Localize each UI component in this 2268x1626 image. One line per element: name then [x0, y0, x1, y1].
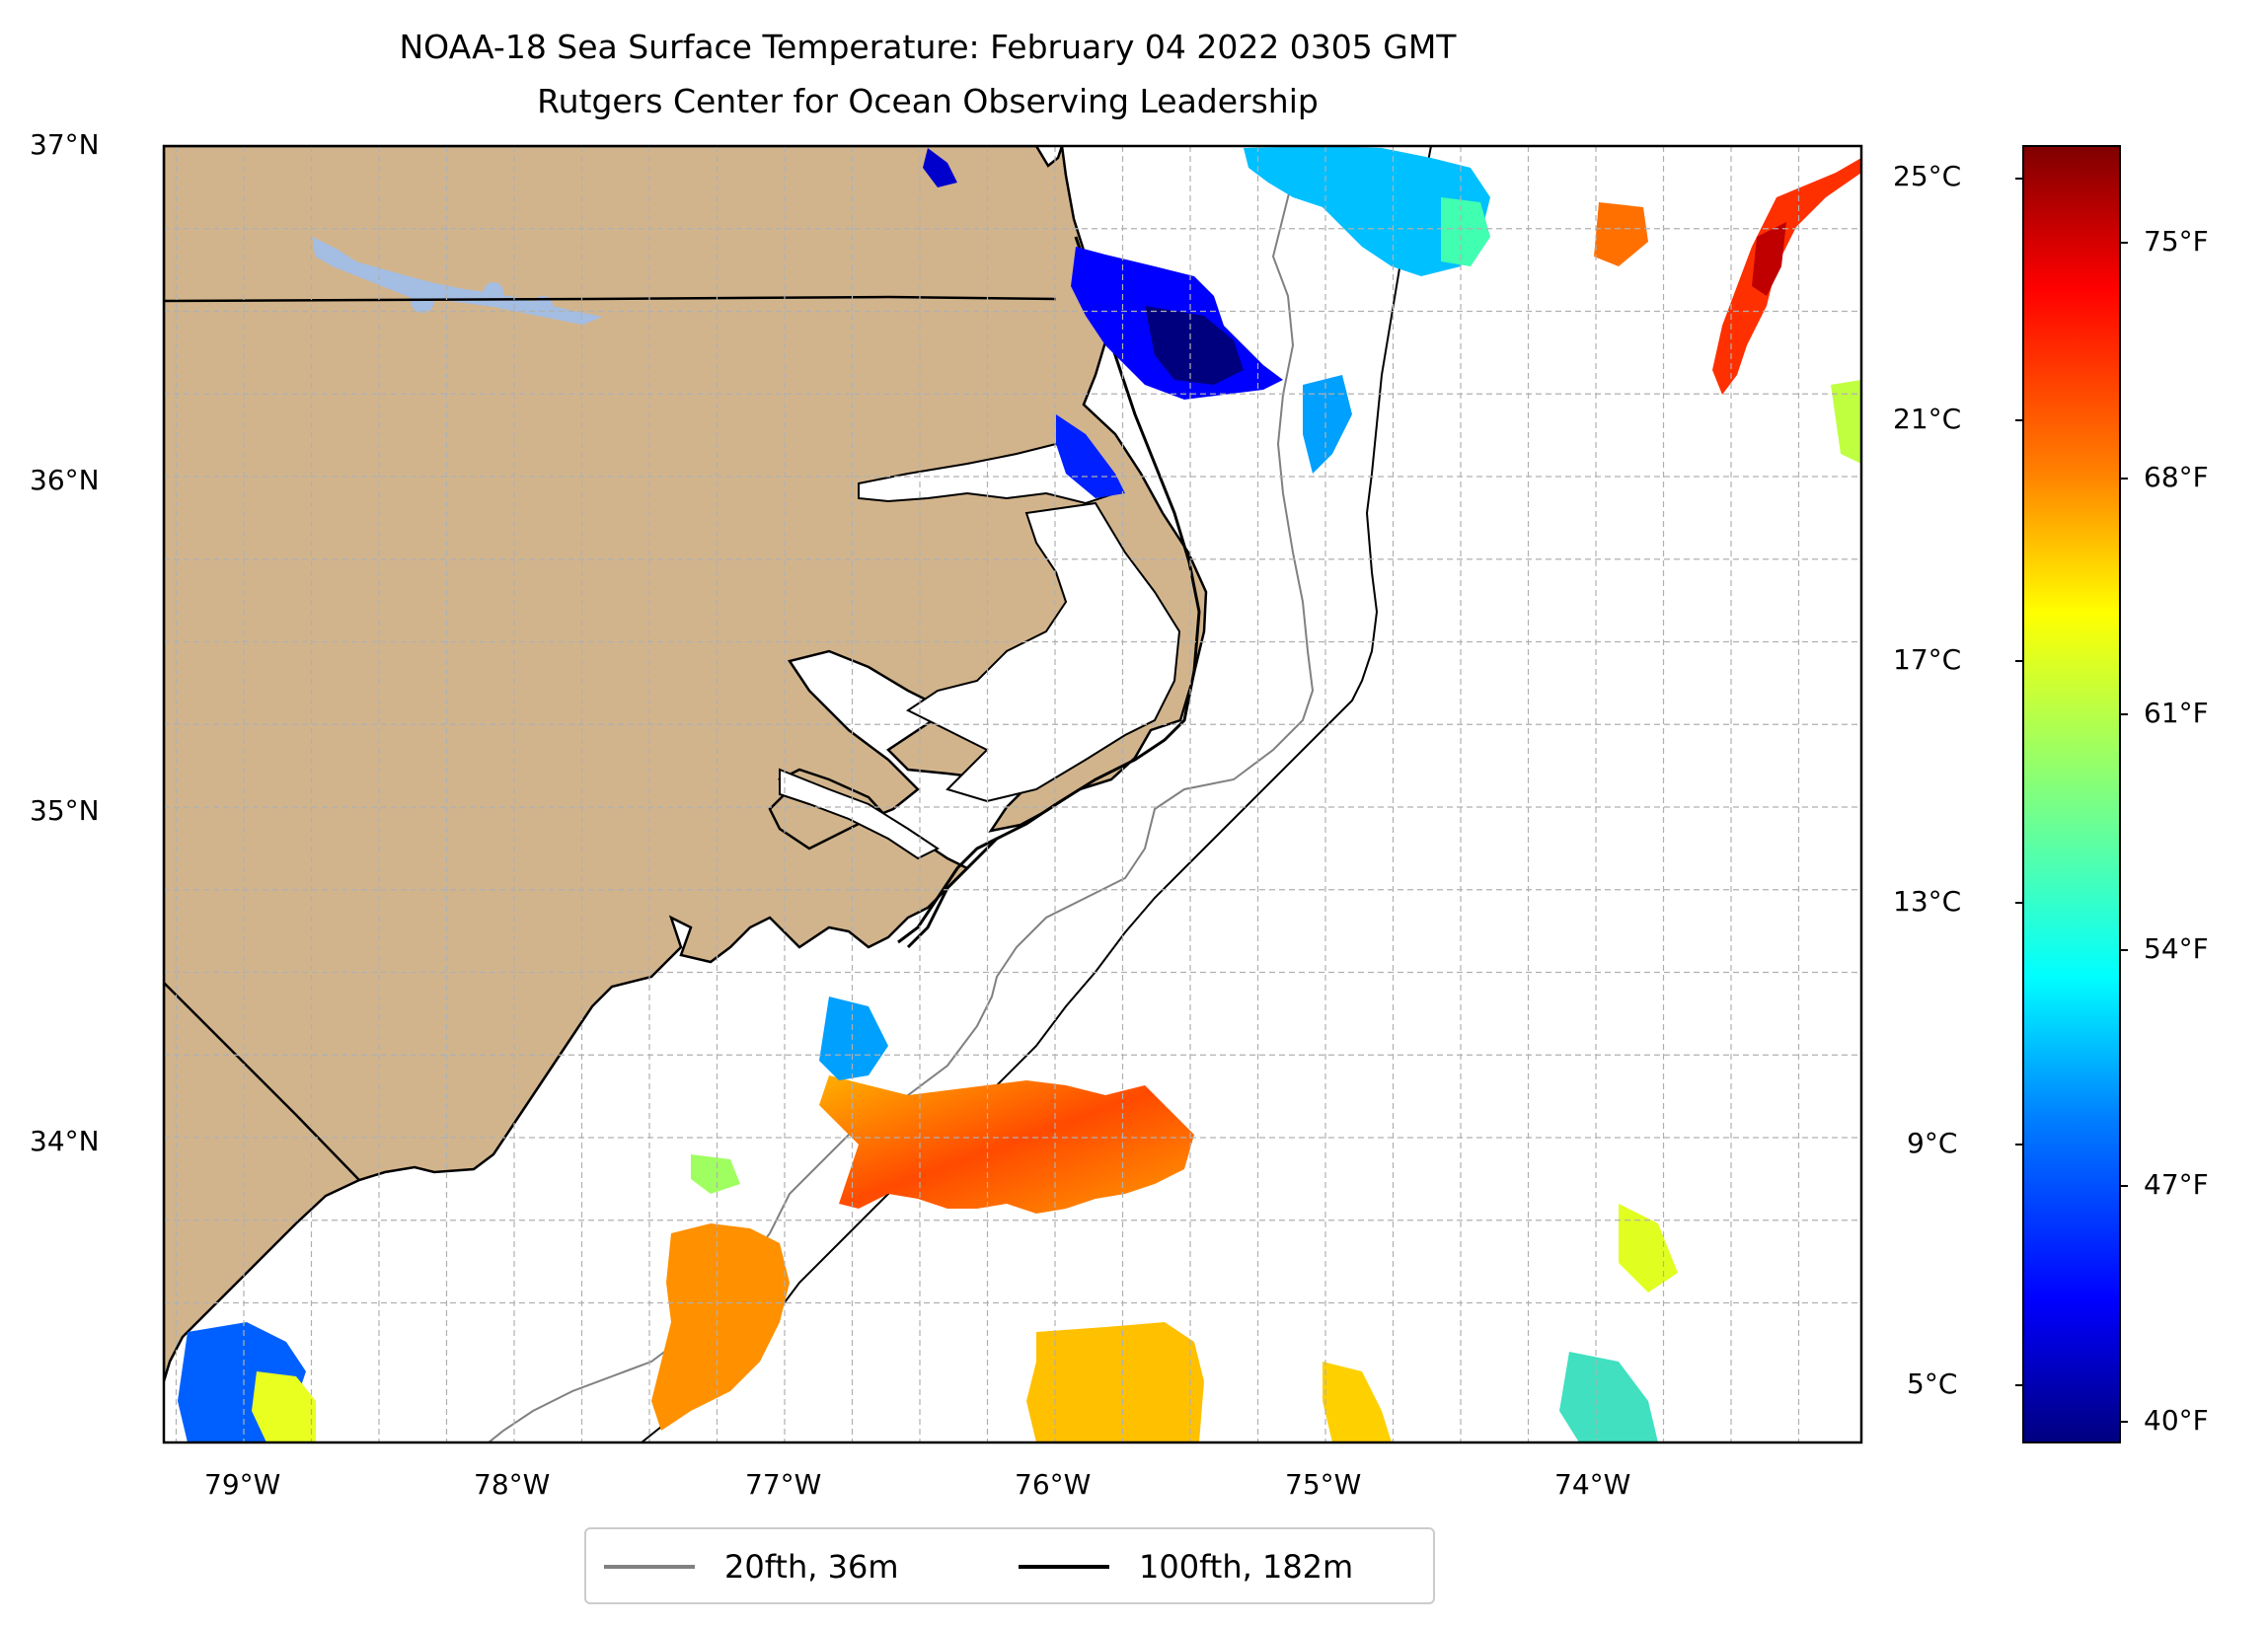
colorbar-fahrenheit-label: 40°F: [2144, 1404, 2209, 1437]
legend-swatch-gray: [604, 1565, 695, 1569]
lon-label: 74°W: [1554, 1468, 1631, 1501]
sst-cyan-patch-north: [1244, 146, 1490, 474]
colorbar-celsius-label: 25°C: [1893, 160, 1962, 192]
cape-lookout-coast: [897, 837, 998, 944]
outer-banks: [906, 236, 1201, 949]
map-subtitle: Rutgers Center for Ocean Observing Leade…: [537, 82, 1319, 120]
legend: 20fth, 36m 100fth, 182m: [584, 1527, 1435, 1604]
colorbar-celsius-label: 21°C: [1893, 403, 1962, 435]
lake: [312, 236, 603, 326]
legend-swatch-black: [1019, 1565, 1109, 1569]
lat-label: 34°N: [30, 1125, 100, 1157]
sst-cold-patch-southwest: [178, 1322, 316, 1442]
legend-item-20fth: 20fth, 36m: [604, 1545, 898, 1589]
neuse-river: [779, 768, 940, 860]
lat-label: 35°N: [30, 794, 100, 827]
colorbar-ticks: [2015, 178, 2128, 1423]
lat-label: 37°N: [30, 128, 100, 161]
map-title: NOAA-18 Sea Surface Temperature: Februar…: [399, 28, 1457, 66]
lon-label: 76°W: [1015, 1468, 1092, 1501]
colorbar-fahrenheit-label: 54°F: [2144, 932, 2209, 965]
colorbar-fahrenheit-label: 68°F: [2144, 461, 2209, 493]
colorbar: [2022, 145, 2121, 1443]
legend-label: 100fth, 182m: [1139, 1548, 1354, 1586]
legend-label: 20fth, 36m: [724, 1548, 899, 1586]
lon-label: 75°W: [1285, 1468, 1362, 1501]
lon-label: 77°W: [745, 1468, 822, 1501]
land-mass: [164, 146, 1208, 1382]
legend-item-100fth: 100fth, 182m: [1019, 1545, 1353, 1589]
sst-warm-patch-south: [651, 997, 1678, 1442]
lon-label: 78°W: [474, 1468, 551, 1501]
colorbar-fahrenheit-label: 47°F: [2144, 1168, 2209, 1201]
lon-label: 79°W: [204, 1468, 281, 1501]
colorbar-celsius-label: 13°C: [1893, 885, 1962, 918]
colorbar-celsius-label: 17°C: [1893, 643, 1962, 676]
contour-100fth: [641, 146, 1432, 1442]
sst-warm-patch-northeast: [1594, 158, 1861, 464]
nc-sc-border: [164, 982, 360, 1181]
colorbar-celsius-label: 5°C: [1907, 1367, 1958, 1400]
map-frame: [162, 144, 1863, 1444]
colorbar-celsius-label: 9°C: [1907, 1127, 1958, 1159]
lat-label: 36°N: [30, 464, 100, 496]
colorbar-fahrenheit-label: 61°F: [2144, 697, 2209, 729]
colorbar-fahrenheit-label: 75°F: [2144, 225, 2209, 258]
va-nc-border: [164, 295, 1057, 303]
gridlines: [164, 146, 1861, 1442]
sst-cold-patch-north: [923, 148, 1283, 498]
pamlico-sound: [906, 501, 1181, 803]
